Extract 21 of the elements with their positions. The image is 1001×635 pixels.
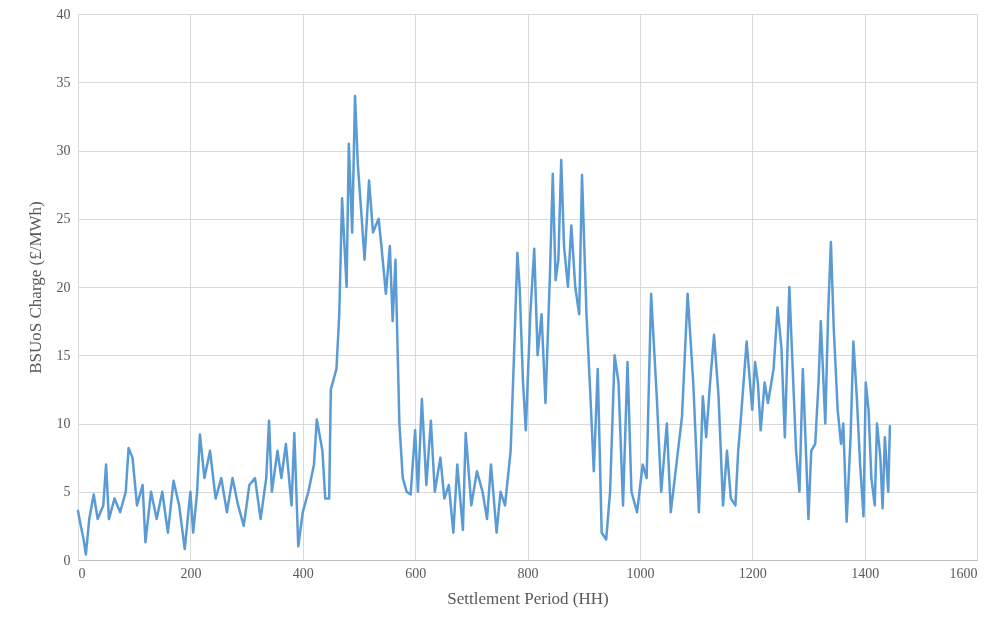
y-tick-label: 25 (56, 211, 71, 227)
x-tick-label: 800 (517, 565, 539, 581)
y-tick-label: 15 (56, 347, 71, 363)
y-tick-label: 30 (56, 143, 71, 158)
y-tick-label: 10 (56, 416, 71, 431)
x-tick-label: 1000 (626, 565, 655, 581)
y-axis-title: BSUoS Charge (£/MWh) (25, 201, 45, 374)
x-tick-label: 1200 (738, 565, 767, 581)
y-tick-label: 0 (63, 552, 71, 568)
y-tick-label: 20 (56, 279, 71, 295)
y-tick-label: 35 (56, 74, 71, 90)
x-tick-label: 1600 (949, 565, 978, 581)
x-tick-label: 0 (78, 565, 86, 581)
x-axis-title: Settlement Period (HH) (447, 588, 609, 608)
x-tick-label: 600 (405, 565, 427, 581)
x-tick-label: 200 (180, 565, 202, 581)
x-tick-label: 1400 (851, 565, 880, 581)
x-tick-label: 400 (292, 565, 314, 581)
line-series (76, 94, 892, 556)
y-tick-label: 40 (56, 6, 71, 22)
y-tick-label: 5 (63, 484, 71, 500)
